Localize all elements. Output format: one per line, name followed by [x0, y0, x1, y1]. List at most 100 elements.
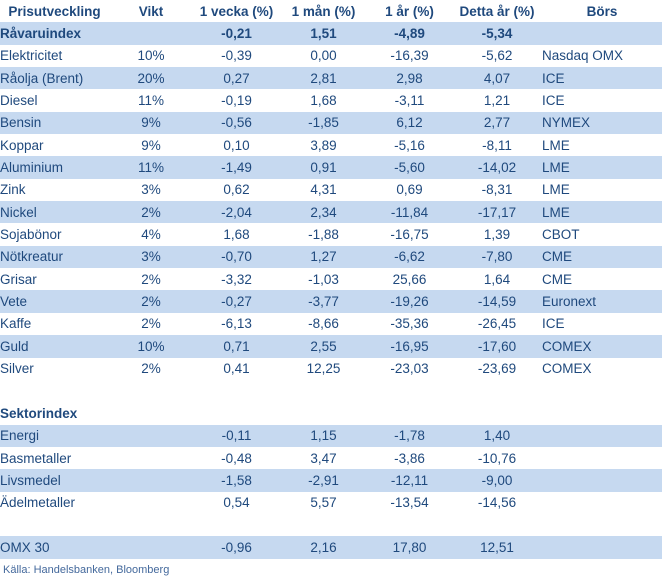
commodity-name-cell: Silver [0, 361, 34, 377]
commodity-name-cell: Ädelmetaller [0, 495, 76, 511]
year-change-cell: -11,84 [367, 201, 452, 224]
commodity-name-cell: Kaffe [0, 316, 32, 332]
commodity-name-cell: Sojabönor [0, 227, 62, 243]
commodity-name-cell: Grisar [0, 271, 37, 287]
week-change-cell: 0,54 [223, 495, 250, 511]
weight-cell [109, 536, 193, 559]
table-row: Råvaruindex -0,21 1,51 -4,89 -5,34 [0, 22, 662, 45]
commodity-name-cell: Energi [0, 424, 109, 447]
weight-cell [109, 447, 193, 469]
weight-cell: 10% [109, 335, 193, 358]
week-change-cell: -6,13 [221, 316, 252, 332]
week-change-cell: -0,48 [221, 450, 252, 466]
year-change-cell: -16,95 [367, 335, 452, 358]
table-row: Råolja (Brent) 20% 0,27 2,81 2,98 4,07 ICE [0, 67, 662, 90]
year-change-cell: 2,98 [367, 67, 452, 90]
header-row: Prisutveckling Vikt 1 vecka (%) 1 mån (%… [0, 0, 662, 22]
year-change-cell: 25,66 [392, 271, 427, 287]
ytd-change-cell: -5,62 [481, 48, 513, 64]
commodity-name-cell: Råolja (Brent) [0, 67, 109, 90]
month-change-cell: 2,55 [280, 335, 367, 358]
table-row: Basmetaller -0,48 3,47 -3,86 -10,76 [0, 447, 662, 469]
ytd-change-cell: -5,34 [452, 22, 542, 45]
week-change-cell: 0,62 [223, 182, 250, 198]
weight-cell: 3% [141, 182, 161, 198]
exchange-cell: LME [542, 201, 662, 224]
week-change-cell: -0,56 [193, 111, 280, 135]
year-change-cell: -16,39 [390, 48, 429, 64]
month-change-cell: 0,91 [280, 156, 367, 179]
table-row: Guld 10% 0,71 2,55 -16,95 -17,60 COMEX [0, 335, 662, 358]
table-row: Kaffe 2% -6,13 -8,66 -35,36 -26,45 ICE [0, 313, 662, 335]
week-change-cell: 0,27 [193, 67, 280, 90]
exchange-cell: LME [542, 156, 662, 179]
year-change-cell: -35,36 [390, 316, 429, 332]
ytd-change-cell: -14,56 [477, 495, 517, 511]
table-row: Ädelmetaller 0,54 5,57 -13,54 -14,56 [0, 492, 662, 514]
table-row: Sojabönor 4% 1,68 -1,88 -16,75 1,39 CBOT [0, 223, 662, 245]
year-change-cell: -12,11 [367, 469, 452, 492]
year-change-cell: 6,12 [367, 111, 452, 135]
weight-cell: 2% [141, 316, 161, 332]
year-change-cell: 0,69 [396, 182, 423, 198]
exchange-cell: COMEX [542, 361, 592, 377]
year-change-cell: -5,16 [394, 137, 425, 153]
month-change-cell: 3,47 [310, 450, 337, 466]
table-row: Aluminium 11% -1,49 0,91 -5,60 -14,02 LME [0, 156, 662, 179]
exchange-cell [542, 536, 662, 559]
exchange-cell: CME [542, 271, 572, 287]
weight-cell: 10% [137, 48, 165, 64]
ytd-change-cell: 12,51 [452, 536, 542, 559]
commodity-name-cell: Zink [0, 182, 26, 198]
weight-cell: 2% [109, 290, 193, 313]
ytd-change-cell: -8,31 [481, 182, 513, 198]
month-change-cell: -1,03 [308, 271, 339, 287]
week-change-cell: -2,04 [193, 201, 280, 224]
commodity-name-cell: Livsmedel [0, 469, 109, 492]
month-change-cell: 4,31 [310, 182, 337, 198]
weight-cell: 2% [141, 361, 161, 377]
commodity-name-cell: Elektricitet [0, 48, 63, 64]
exchange-cell [542, 447, 662, 469]
commodity-name-cell: Basmetaller [0, 450, 72, 466]
section-title: Sektorindex [0, 405, 78, 421]
commodity-name-cell: Diesel [0, 93, 38, 109]
ytd-change-cell: 4,07 [452, 67, 542, 90]
year-change-cell: -5,60 [367, 156, 452, 179]
year-change-cell: -16,75 [390, 227, 429, 243]
source-note: Källa: Handelsbanken, Bloomberg [3, 563, 170, 576]
week-change-cell: 0,71 [193, 335, 280, 358]
section-title-row: Sektorindex [0, 402, 662, 424]
month-change-cell: 0,00 [310, 48, 337, 64]
weight-cell [109, 424, 193, 447]
weight-cell: 3% [109, 245, 193, 269]
exchange-cell: ICE [542, 67, 662, 90]
weight-cell [109, 22, 193, 45]
week-change-cell: -0,27 [193, 290, 280, 313]
commodity-name-cell: Råvaruindex [0, 22, 109, 45]
weight-cell: 20% [109, 67, 193, 90]
table-row: Elektricitet 10% -0,39 0,00 -16,39 -5,62 Nasda… [0, 45, 662, 67]
table-row: Livsmedel -1,58 -2,91 -12,11 -9,00 [0, 469, 662, 492]
spacer-row [0, 514, 662, 536]
month-change-cell: -2,91 [280, 469, 367, 492]
month-change-cell: 1,68 [310, 93, 337, 109]
exchange-cell: CME [542, 245, 662, 269]
ytd-change-cell: -26,45 [477, 316, 517, 332]
table-row: Energi -0,11 1,15 -1,78 1,40 [0, 424, 662, 447]
year-change-cell: -13,54 [390, 495, 429, 511]
exchange-cell: NYMEX [542, 111, 662, 135]
table-row: Zink 3% 0,62 4,31 0,69 -8,31 LME [0, 179, 662, 201]
month-change-cell: 1,15 [280, 424, 367, 447]
month-change-cell: 12,25 [306, 361, 341, 377]
ytd-change-cell: -17,60 [452, 335, 542, 358]
ytd-change-cell: -10,76 [477, 450, 517, 466]
table-row: Bensin 9% -0,56 -1,85 6,12 2,77 NYMEX [0, 111, 662, 135]
year-change-cell: -4,89 [367, 22, 452, 45]
ytd-change-cell: -23,69 [477, 361, 517, 377]
weight-cell: 2% [109, 201, 193, 224]
ytd-change-cell: -14,59 [452, 290, 542, 313]
exchange-cell: ICE [542, 316, 565, 332]
month-change-cell: -1,88 [308, 227, 339, 243]
weight-cell [109, 492, 193, 514]
